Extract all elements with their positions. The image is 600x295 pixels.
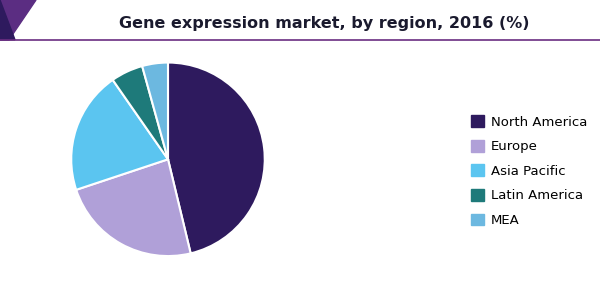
Wedge shape [113, 66, 168, 159]
Wedge shape [71, 80, 168, 190]
Wedge shape [76, 159, 191, 256]
Wedge shape [142, 63, 168, 159]
Wedge shape [168, 63, 265, 253]
Text: Gene expression market, by region, 2016 (%): Gene expression market, by region, 2016 … [119, 16, 529, 31]
Legend: North America, Europe, Asia Pacific, Latin America, MEA: North America, Europe, Asia Pacific, Lat… [471, 115, 587, 227]
